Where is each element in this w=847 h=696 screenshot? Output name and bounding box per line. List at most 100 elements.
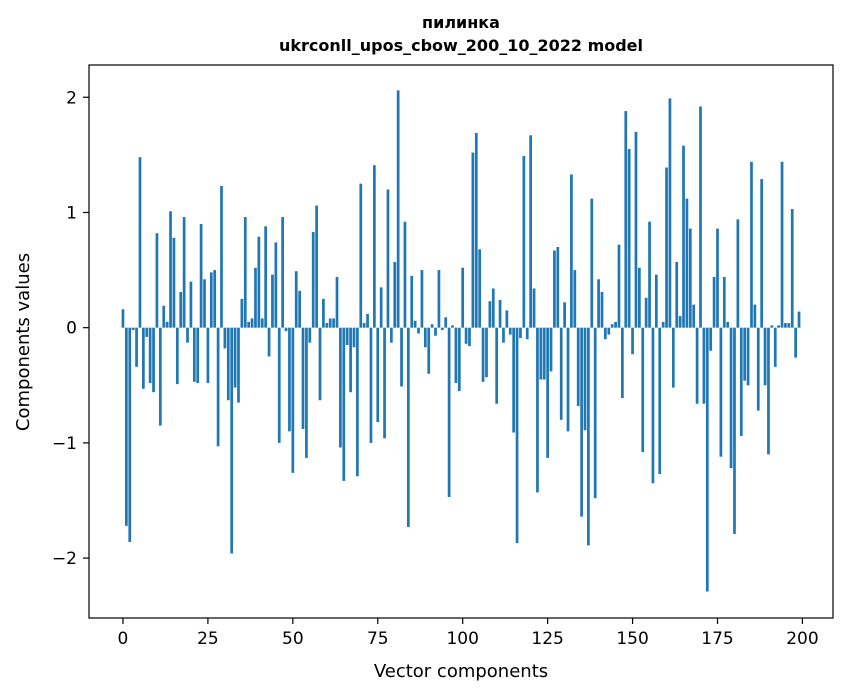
bar: [393, 262, 397, 328]
bar: [529, 135, 532, 328]
bar: [390, 327, 393, 343]
y-tick-label: 2: [66, 88, 77, 108]
bar: [366, 313, 369, 328]
bar: [243, 217, 247, 328]
bar: [746, 327, 750, 386]
bar: [369, 327, 373, 443]
bar: [451, 325, 454, 328]
bar: [519, 327, 522, 339]
bar: [488, 301, 492, 328]
bar: [794, 327, 797, 358]
bar: [427, 327, 431, 374]
bar: [128, 327, 132, 542]
chart-subtitle: ukrconll_upos_cbow_200_10_2022 model: [279, 36, 643, 55]
bar: [688, 228, 692, 328]
bar: [505, 310, 509, 328]
x-tick-label: 75: [367, 629, 389, 649]
bar: [325, 323, 329, 328]
bar: [491, 288, 495, 328]
y-tick-label: 1: [66, 203, 77, 223]
bar: [145, 327, 149, 337]
bar: [481, 327, 485, 382]
x-tick-label: 150: [616, 629, 648, 649]
bar: [631, 327, 634, 355]
bar: [532, 288, 536, 328]
bar: [597, 279, 600, 328]
bar: [678, 316, 682, 328]
bar: [682, 145, 685, 328]
bar: [685, 198, 689, 328]
bar: [675, 262, 679, 328]
bar: [651, 327, 655, 484]
bar: [386, 189, 390, 328]
bar: [461, 267, 465, 328]
bar: [522, 156, 526, 328]
bar: [328, 318, 332, 328]
bar: [671, 327, 675, 388]
bar: [743, 327, 747, 381]
bar: [203, 279, 206, 328]
bar: [665, 167, 668, 328]
bar: [396, 90, 400, 328]
bar: [709, 327, 713, 351]
bar: [474, 132, 478, 328]
bar: [797, 311, 801, 328]
bar: [716, 228, 719, 328]
bar: [308, 327, 312, 343]
bar: [515, 327, 519, 544]
bar: [654, 274, 658, 328]
bar: [240, 298, 244, 328]
bar: [281, 217, 284, 328]
bar: [546, 327, 549, 458]
bar: [471, 152, 475, 328]
bar: [420, 270, 424, 328]
bar: [763, 327, 767, 386]
bar: [536, 327, 539, 493]
bar: [162, 305, 166, 328]
bar: [695, 327, 699, 404]
bar: [352, 327, 356, 348]
x-tick-label: 100: [446, 629, 478, 649]
bar: [264, 226, 268, 328]
bar: [148, 327, 152, 383]
bar: [773, 327, 777, 367]
bars-group: [121, 90, 801, 592]
bar: [311, 232, 315, 328]
bar: [790, 209, 794, 328]
bar: [610, 324, 614, 328]
bar: [291, 327, 295, 473]
x-tick-label: 25: [197, 629, 219, 649]
bar: [345, 327, 349, 345]
bar: [739, 327, 743, 436]
bar: [186, 327, 189, 343]
bar: [356, 327, 359, 477]
bar: [199, 223, 203, 328]
bar: [719, 327, 723, 457]
bar: [359, 183, 363, 328]
x-tick-label: 0: [118, 629, 129, 649]
bar: [277, 327, 281, 443]
bar: [376, 327, 380, 423]
bar: [406, 327, 410, 527]
chart-title: пилинка: [422, 13, 500, 32]
bar: [423, 327, 427, 348]
bar: [712, 276, 716, 328]
bar: [301, 327, 305, 430]
bar: [464, 327, 468, 344]
bar: [641, 327, 645, 453]
bar: [736, 219, 740, 328]
bar: [566, 327, 570, 432]
bar: [247, 321, 251, 328]
bar: [216, 327, 220, 447]
bar: [787, 323, 791, 328]
x-axis: 0 25 50 75 100 125 150 175 200: [118, 618, 819, 649]
x-axis-label: Vector components: [374, 661, 548, 682]
bar: [315, 205, 318, 328]
bar: [729, 327, 733, 469]
bar: [437, 270, 441, 328]
bar: [196, 327, 200, 383]
bar: [220, 185, 223, 328]
bar: [658, 327, 662, 474]
bar: [332, 318, 335, 328]
bar: [339, 327, 342, 448]
